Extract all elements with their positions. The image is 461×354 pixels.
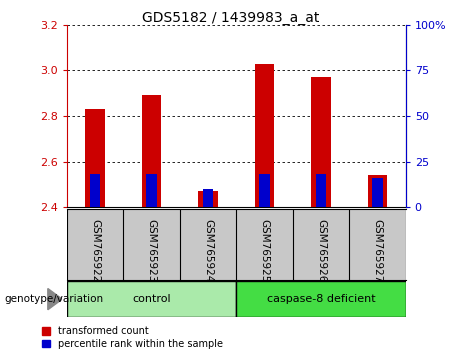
Bar [254, 63, 274, 207]
Bar [85, 109, 105, 207]
Bar [260, 174, 270, 207]
Text: GSM765922: GSM765922 [90, 219, 100, 283]
Bar [198, 191, 218, 207]
Text: GSM765924: GSM765924 [203, 219, 213, 283]
Bar [367, 175, 387, 207]
Bar [147, 174, 157, 207]
Bar [203, 189, 213, 207]
Bar [142, 96, 161, 207]
Text: caspase-8 deficient: caspase-8 deficient [266, 294, 375, 304]
Bar [372, 178, 383, 207]
Text: genotype/variation: genotype/variation [5, 294, 104, 304]
Bar [90, 174, 100, 207]
Text: GSM765923: GSM765923 [147, 219, 157, 283]
Legend: transformed count, percentile rank within the sample: transformed count, percentile rank withi… [42, 326, 223, 349]
Polygon shape [48, 289, 62, 310]
Bar [67, 281, 236, 317]
Text: GSM765925: GSM765925 [260, 219, 270, 283]
Text: GSM765927: GSM765927 [372, 219, 383, 283]
Text: GSM765926: GSM765926 [316, 219, 326, 283]
Text: control: control [132, 294, 171, 304]
Bar [311, 77, 331, 207]
Bar [316, 174, 326, 207]
Bar [236, 281, 406, 317]
Text: GDS5182 / 1439983_a_at: GDS5182 / 1439983_a_at [142, 11, 319, 25]
